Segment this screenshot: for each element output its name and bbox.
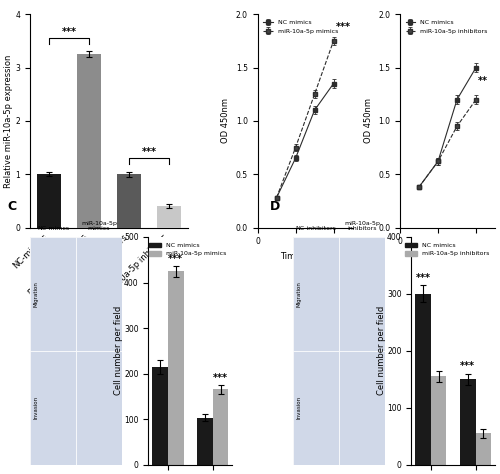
Text: ***: *** xyxy=(416,273,430,283)
Bar xyxy=(212,390,228,465)
Bar xyxy=(431,376,446,465)
Y-axis label: Cell number per field: Cell number per field xyxy=(114,306,122,395)
Bar xyxy=(76,351,122,465)
Bar xyxy=(117,174,141,228)
Bar xyxy=(415,294,431,465)
Bar xyxy=(197,418,212,465)
Legend: NC mimics, miR-10a-5p inhibitors: NC mimics, miR-10a-5p inhibitors xyxy=(403,18,490,36)
Text: **: ** xyxy=(478,75,488,85)
Y-axis label: Cell number per field: Cell number per field xyxy=(376,306,386,395)
Bar xyxy=(476,433,491,465)
Text: ***: *** xyxy=(168,254,184,264)
Text: Invasion: Invasion xyxy=(34,396,38,419)
Text: ***: *** xyxy=(336,22,350,32)
Bar xyxy=(339,351,385,465)
Text: ***: *** xyxy=(142,147,156,157)
X-axis label: Time (days): Time (days) xyxy=(280,252,330,261)
Bar xyxy=(293,237,339,351)
Text: D: D xyxy=(270,200,280,213)
Bar xyxy=(76,237,122,351)
Bar xyxy=(30,237,76,351)
Text: Invasion: Invasion xyxy=(296,396,302,419)
Bar xyxy=(77,54,101,228)
Bar xyxy=(157,206,181,228)
X-axis label: Time (days): Time (days) xyxy=(423,252,472,261)
Legend: NC mimics, miR-10a-5p mimics: NC mimics, miR-10a-5p mimics xyxy=(146,240,229,259)
Bar xyxy=(152,367,168,465)
Text: ***: *** xyxy=(213,373,228,383)
Bar xyxy=(460,379,475,465)
Text: NC-mimcs: NC-mimcs xyxy=(37,226,69,231)
Y-axis label: OD 450nm: OD 450nm xyxy=(221,99,230,143)
Bar xyxy=(168,271,184,465)
Bar xyxy=(339,237,385,351)
Text: Migration: Migration xyxy=(296,281,302,307)
Text: ***: *** xyxy=(460,361,475,371)
Text: miR-10a-5p
mimics: miR-10a-5p mimics xyxy=(81,220,117,231)
Legend: NC mimics, miR-10a-5p inhibitors: NC mimics, miR-10a-5p inhibitors xyxy=(402,240,492,259)
Y-axis label: OD 450nm: OD 450nm xyxy=(364,99,372,143)
Text: ***: *** xyxy=(62,27,76,37)
Bar xyxy=(37,174,61,228)
Y-axis label: Relative miR-10a-5p expression: Relative miR-10a-5p expression xyxy=(4,54,13,188)
Text: Migration: Migration xyxy=(34,281,38,307)
Text: C: C xyxy=(7,200,16,213)
Bar xyxy=(30,351,76,465)
Text: miR-10a-5p
inhibitors: miR-10a-5p inhibitors xyxy=(344,220,380,231)
Legend: NC mimics, miR-10a-5p mimics: NC mimics, miR-10a-5p mimics xyxy=(260,18,340,36)
Bar xyxy=(293,351,339,465)
Text: NC-inhibitors: NC-inhibitors xyxy=(296,226,337,231)
